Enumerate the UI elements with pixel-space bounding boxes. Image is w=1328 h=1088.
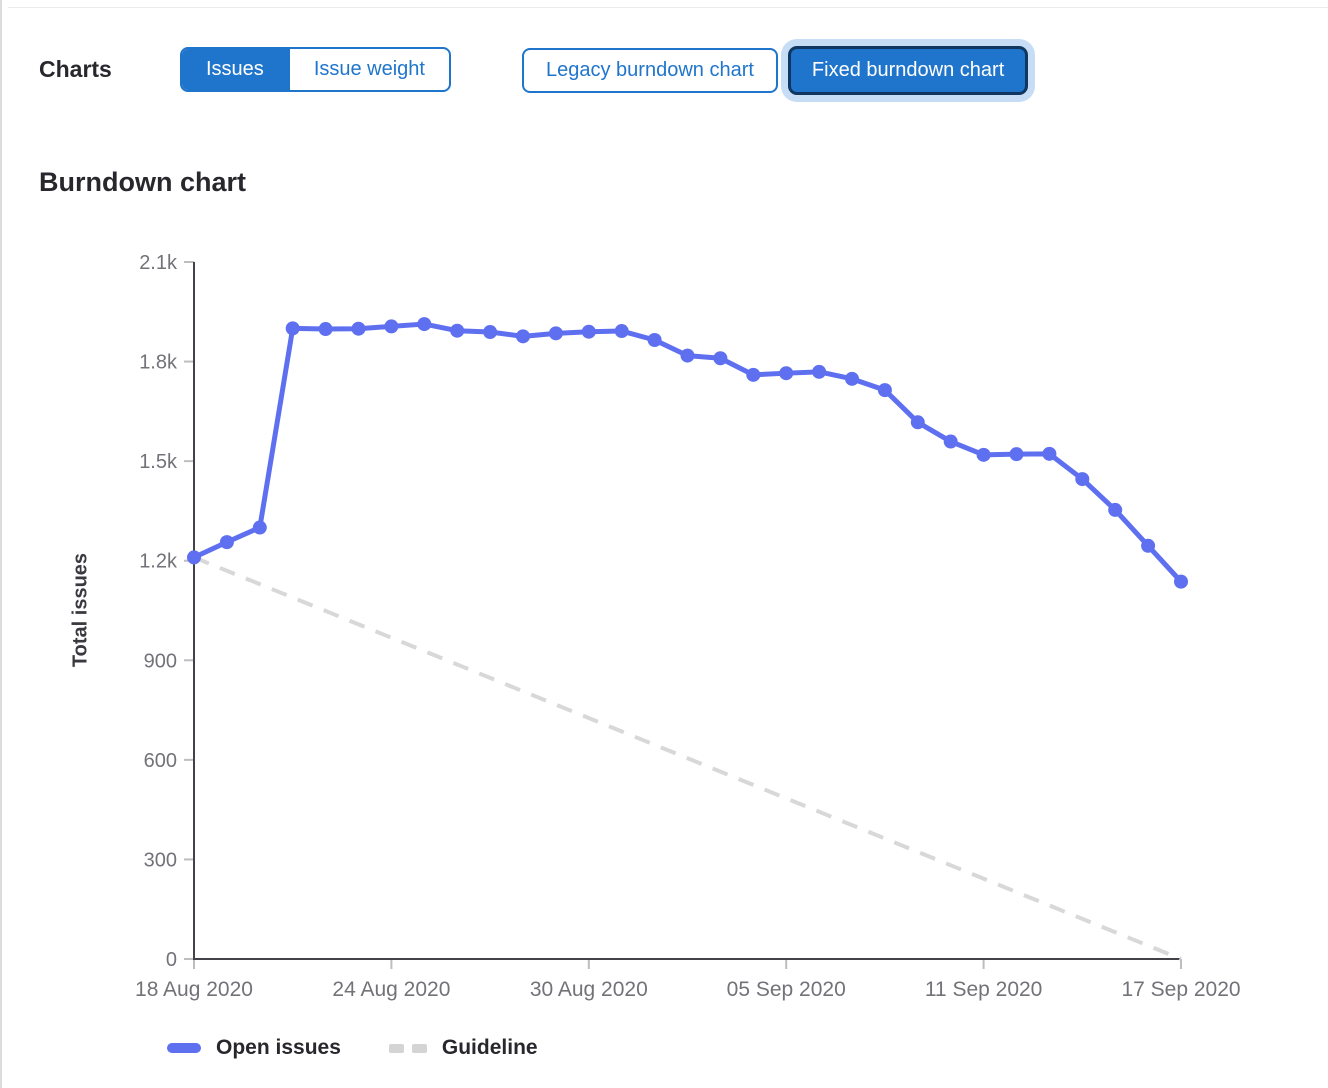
fixed-burndown-chart-button[interactable]: Fixed burndown chart — [787, 45, 1029, 95]
svg-text:1.2k: 1.2k — [139, 551, 178, 573]
svg-text:1.8k: 1.8k — [139, 352, 178, 374]
chart-legend: Open issues Guideline — [167, 1036, 538, 1060]
svg-text:0: 0 — [166, 949, 177, 971]
svg-text:1.5k: 1.5k — [139, 451, 178, 473]
legacy-burndown-chart-button[interactable]: Legacy burndown chart — [522, 47, 778, 93]
open-issues-legend-label: Open issues — [216, 1036, 341, 1059]
guideline-dash-swatch — [388, 1043, 427, 1053]
top-divider — [8, 7, 1328, 8]
svg-text:24 Aug 2020: 24 Aug 2020 — [332, 978, 450, 1001]
chart-type-toggle-group: Legacy burndown chart Fixed burndown cha… — [522, 38, 1029, 102]
issues-toggle-button[interactable]: Issues — [182, 49, 288, 90]
svg-text:11 Sep 2020: 11 Sep 2020 — [925, 978, 1043, 1001]
issue-weight-toggle-button[interactable]: Issue weight — [287, 49, 449, 90]
charts-label: Charts — [39, 56, 112, 82]
open-issues-line-swatch — [167, 1043, 201, 1053]
svg-text:18 Aug 2020: 18 Aug 2020 — [135, 978, 253, 1001]
svg-text:30 Aug 2020: 30 Aug 2020 — [530, 978, 648, 1001]
svg-text:2.1k: 2.1k — [139, 252, 178, 274]
svg-text:600: 600 — [144, 750, 177, 772]
svg-text:17 Sep 2020: 17 Sep 2020 — [1121, 978, 1240, 1001]
burndown-chart-canvas: 0 300 600 900 1.2k 1.5k 1.8k 2.1k 18 Aug 2020 24 … — [135, 252, 1241, 1001]
legend-item-guideline[interactable]: Guideline — [388, 1036, 538, 1060]
svg-text:300: 300 — [144, 849, 177, 871]
issue-toggle-group: Issues Issue weight — [180, 47, 451, 92]
svg-text:05 Sep 2020: 05 Sep 2020 — [727, 978, 846, 1001]
legend-item-open-issues[interactable]: Open issues — [167, 1036, 341, 1060]
guideline-legend-label: Guideline — [441, 1036, 538, 1059]
svg-text:900: 900 — [144, 650, 177, 672]
section-title: Burndown chart — [39, 167, 246, 197]
